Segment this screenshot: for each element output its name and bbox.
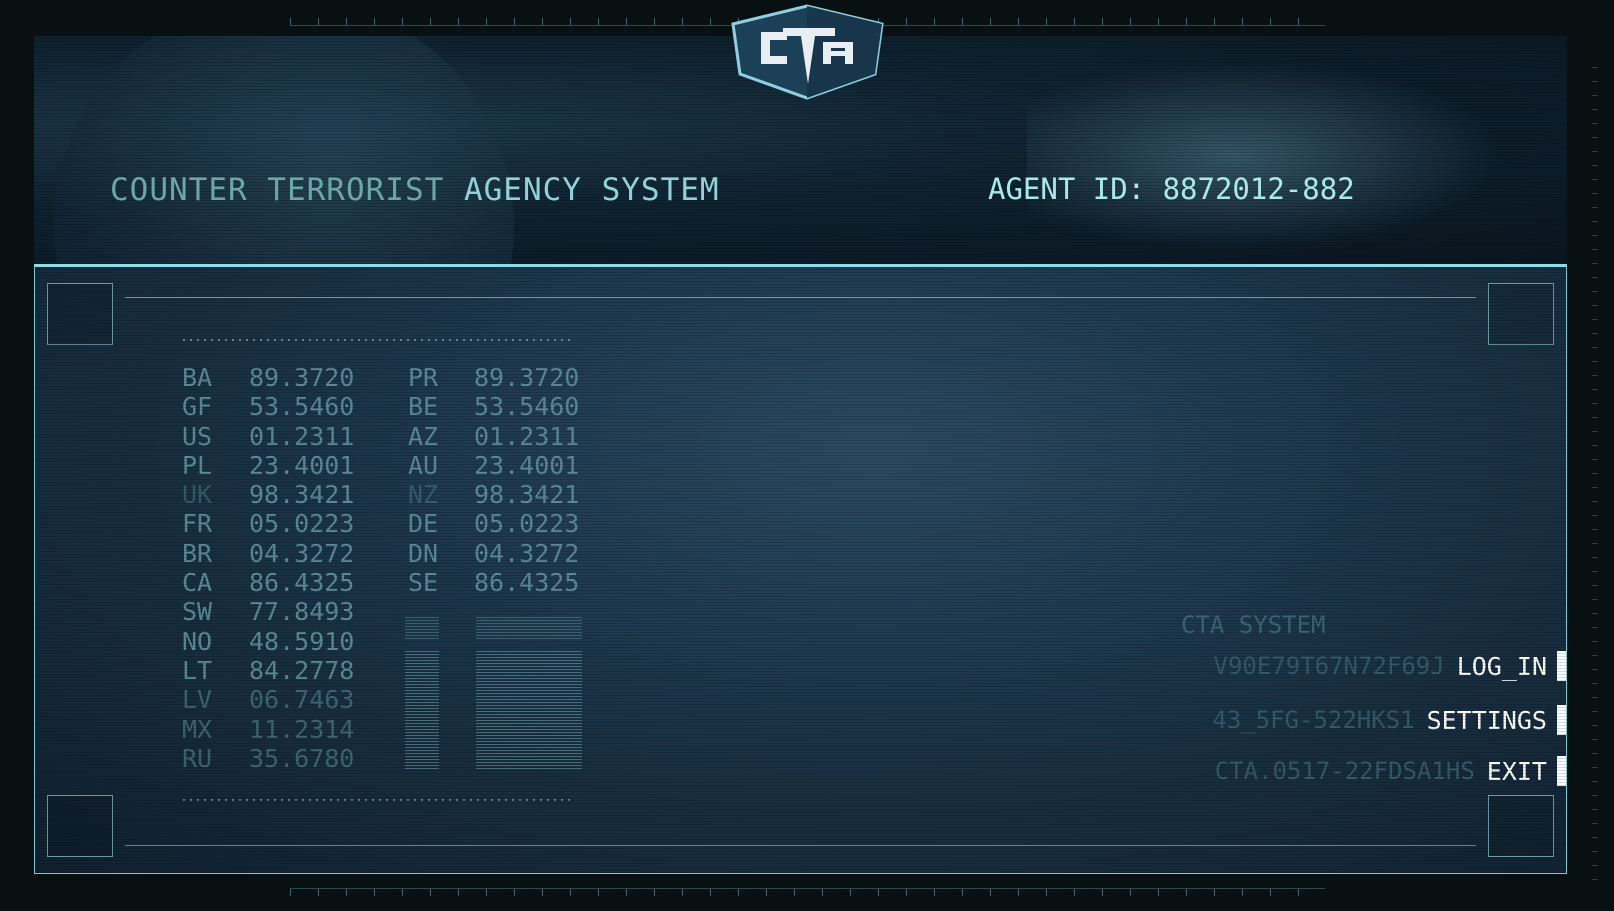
- country-code: MX: [182, 714, 213, 744]
- value: 06.7463: [249, 685, 355, 715]
- world-map-graphic: [1027, 46, 1547, 264]
- title-part2: AGENCY SYSTEM: [463, 172, 720, 208]
- value: 35.6780: [249, 743, 355, 773]
- country-code: LV: [182, 685, 213, 715]
- table-row: US 01.2311 AZ 01.2311: [182, 422, 594, 451]
- country-code: AU: [408, 450, 439, 480]
- agent-id: AGENT ID: 8872012-882: [988, 172, 1355, 206]
- divider: [125, 297, 1476, 298]
- divider: [125, 845, 1476, 846]
- login-button[interactable]: LOG_IN: [1456, 651, 1547, 681]
- menu-code: 43_5FG-522HKS1: [1212, 706, 1415, 734]
- value: 04.3272: [474, 538, 580, 568]
- menu-item-login[interactable]: V90E79T67N72F69J LOG_IN: [1213, 651, 1566, 681]
- value: 05.0223: [249, 509, 355, 539]
- main-panel: BA 89.3720 PR 89.3720 GF 53.5460 BE 53.5460 US 01…: [34, 264, 1567, 874]
- country-code: GF: [182, 392, 213, 422]
- table-row: NO 48.5910: [182, 627, 594, 656]
- menu-item-exit[interactable]: CTA.0517-22FDSA1HS EXIT: [1214, 756, 1566, 786]
- value: 04.3272: [249, 538, 355, 568]
- settings-button[interactable]: SETTINGS: [1426, 705, 1547, 735]
- country-code: DN: [408, 538, 439, 568]
- data-table: BA 89.3720 PR 89.3720 GF 53.5460 BE 53.5460 US 01…: [182, 363, 594, 773]
- country-code: UK: [182, 480, 213, 510]
- value: 84.2778: [249, 655, 355, 685]
- corner-bracket: [1488, 283, 1554, 345]
- country-code: PL: [182, 450, 213, 480]
- table-row: BR 04.3272 DN 04.3272: [182, 539, 594, 568]
- page-title: COUNTER TERRORIST AGENCY SYSTEM: [110, 172, 720, 208]
- corner-bracket: [1488, 795, 1554, 857]
- menu-item-settings[interactable]: 43_5FG-522HKS1 SETTINGS: [1212, 705, 1566, 735]
- cta-logo: [731, 4, 884, 100]
- country-code: CA: [182, 568, 213, 598]
- value: 48.5910: [249, 626, 355, 656]
- country-code: FR: [182, 509, 213, 539]
- cursor-block: [1557, 705, 1566, 735]
- title-part1: COUNTER TERRORIST: [110, 172, 445, 208]
- corner-bracket: [47, 795, 113, 857]
- table-row: SW 77.8493: [182, 597, 594, 626]
- country-code: RU: [182, 743, 213, 773]
- cursor-block: [1557, 756, 1566, 786]
- value: 77.8493: [249, 597, 355, 627]
- value: 89.3720: [249, 363, 355, 392]
- value: 23.4001: [249, 450, 355, 480]
- value: 53.5460: [249, 392, 355, 422]
- value: 86.4325: [249, 568, 355, 598]
- value: 89.3720: [474, 363, 580, 392]
- table-row: GF 53.5460 BE 53.5460: [182, 392, 594, 421]
- table-row: UK 98.3421 NZ 98.3421: [182, 480, 594, 509]
- menu-heading: CTA SYSTEM: [1181, 611, 1326, 639]
- country-code: LT: [182, 655, 213, 685]
- value: 05.0223: [474, 509, 580, 539]
- table-row: RU 35.6780: [182, 744, 594, 773]
- globe-graphic: [54, 36, 514, 264]
- menu-code: V90E79T67N72F69J: [1213, 652, 1445, 680]
- country-code: BA: [182, 363, 213, 392]
- table-row: FR 05.0223 DE 05.0223: [182, 509, 594, 538]
- country-code: BE: [408, 392, 439, 422]
- header: [34, 36, 1567, 264]
- country-code: DE: [408, 509, 439, 539]
- menu-code: CTA.0517-22FDSA1HS: [1214, 757, 1475, 785]
- value: 01.2311: [474, 421, 580, 451]
- country-code: SE: [408, 568, 439, 598]
- bottom-tick-ruler: [290, 888, 1325, 896]
- table-row: LT 84.2778: [182, 656, 594, 685]
- value: 01.2311: [249, 421, 355, 451]
- value: 11.2314: [249, 714, 355, 744]
- country-code: NZ: [408, 480, 439, 510]
- table-row: LV 06.7463: [182, 685, 594, 714]
- dotted-line: [183, 799, 573, 801]
- exit-button[interactable]: EXIT: [1486, 756, 1547, 786]
- value: 98.3421: [249, 480, 355, 510]
- country-code: US: [182, 421, 213, 451]
- corner-bracket: [47, 283, 113, 345]
- country-code: PR: [408, 363, 439, 392]
- table-row: PL 23.4001 AU 23.4001: [182, 451, 594, 480]
- cursor-block: [1557, 651, 1566, 681]
- table-row: MX 11.2314: [182, 715, 594, 744]
- value: 86.4325: [474, 568, 580, 598]
- value: 98.3421: [474, 480, 580, 510]
- side-tick-ruler: [1592, 60, 1598, 880]
- table-row: BA 89.3720 PR 89.3720: [182, 363, 594, 392]
- country-code: SW: [182, 597, 213, 627]
- country-code: AZ: [408, 421, 439, 451]
- dotted-line: [183, 339, 573, 341]
- table-row: CA 86.4325 SE 86.4325: [182, 568, 594, 597]
- value: 53.5460: [474, 392, 580, 422]
- country-code: BR: [182, 538, 213, 568]
- value: 23.4001: [474, 450, 580, 480]
- country-code: NO: [182, 626, 213, 656]
